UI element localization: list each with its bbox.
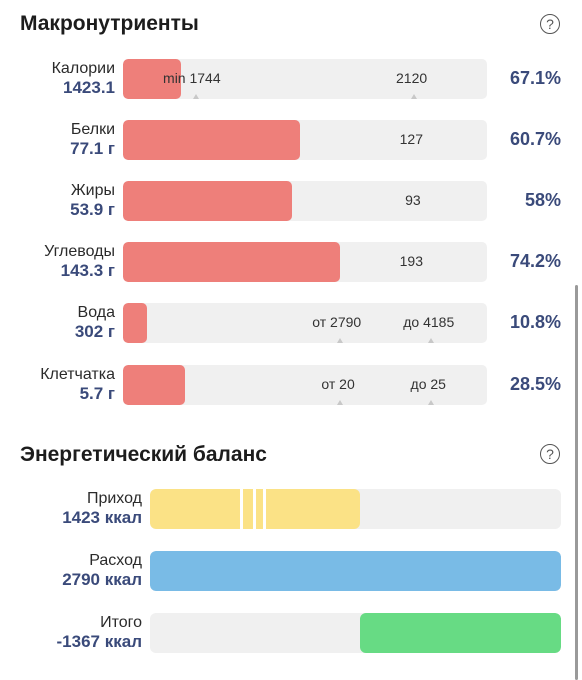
energy-section-title: Энергетический баланс — [20, 443, 267, 466]
macro-percent: 10.8% — [509, 312, 561, 332]
target-marker-label: от 20 — [321, 376, 355, 392]
meal-divider — [252, 489, 256, 529]
macros-help-icon[interactable]: ? — [540, 14, 560, 34]
macro-label: Клетчатка 5.7 г — [40, 365, 115, 404]
macro-progress-fill — [123, 59, 182, 99]
macro-progress-bar: 193 — [123, 242, 487, 282]
scrollbar[interactable] — [575, 285, 578, 680]
macro-percent: 74.2% — [509, 251, 561, 271]
target-tick-icon — [427, 400, 434, 405]
macro-value: 143.3 г — [60, 261, 115, 280]
energy-value: 2790 ккал — [62, 570, 142, 589]
target-tick-icon — [427, 338, 434, 343]
macro-percent: 58% — [524, 190, 561, 210]
energy-bar — [150, 489, 561, 529]
macro-value: 302 г — [74, 322, 115, 341]
macro-label: Белки 77.1 г — [70, 120, 115, 159]
energy-label: Итого -1367 ккал — [57, 613, 142, 652]
target-marker-label: до 25 — [410, 376, 446, 392]
macro-percent: 67.1% — [509, 68, 561, 88]
target-tick-icon — [411, 94, 418, 99]
macro-progress-fill — [123, 120, 300, 160]
target-marker-label: 193 — [399, 253, 423, 269]
target-marker-label: 127 — [399, 131, 423, 147]
macro-label: Вода 302 г — [75, 303, 115, 342]
macros-section-title: Макронутриенты — [20, 12, 199, 35]
macro-name: Клетчатка — [40, 366, 115, 383]
energy-name: Расход — [89, 552, 142, 569]
meal-divider — [263, 489, 267, 529]
macro-progress-bar: min 1744 2120 — [123, 59, 487, 99]
macro-progress-bar: от 2790 до 4185 — [123, 303, 487, 343]
target-marker-label: от 2790 — [312, 314, 362, 330]
energy-name: Итого — [100, 614, 142, 631]
macro-label: Углеводы 143.3 г — [44, 242, 115, 281]
macro-percent: 28.5% — [509, 374, 561, 394]
target-tick-icon — [336, 338, 343, 343]
macro-progress-bar: 93 — [123, 181, 487, 221]
target-tick-icon — [192, 94, 199, 99]
energy-label: Приход 1423 ккал — [62, 489, 142, 528]
macro-progress-fill — [123, 303, 147, 343]
target-marker-label: 2120 — [396, 70, 428, 86]
macro-progress-bar: от 20 до 25 — [123, 365, 487, 405]
macro-progress-fill — [123, 365, 185, 405]
macro-name: Жиры — [70, 182, 115, 199]
target-marker-label: 93 — [405, 192, 421, 208]
macro-label: Калории 1423.1 — [52, 59, 115, 98]
macro-value: 1423.1 — [63, 78, 115, 97]
target-marker-label: min 1744 — [163, 70, 221, 86]
macro-name: Калории — [51, 60, 115, 77]
target-marker-label: до 4185 — [403, 314, 455, 330]
target-tick-icon — [336, 400, 343, 405]
energy-bar-fill — [359, 613, 561, 653]
macro-name: Белки — [70, 121, 115, 138]
macro-value: 5.7 г — [79, 384, 115, 403]
macro-progress-fill — [123, 181, 293, 221]
energy-name: Приход — [86, 490, 142, 507]
macro-name: Углеводы — [44, 243, 115, 260]
energy-bar — [150, 551, 561, 591]
energy-value: -1367 ккал — [56, 632, 142, 651]
macro-percent: 60.7% — [509, 129, 561, 149]
energy-help-icon[interactable]: ? — [540, 444, 560, 464]
meal-divider — [240, 489, 244, 529]
energy-label: Расход 2790 ккал — [62, 551, 142, 590]
macro-value: 77.1 г — [70, 139, 115, 158]
macro-progress-fill — [123, 242, 340, 282]
macro-name: Вода — [77, 304, 115, 321]
energy-bar — [150, 613, 561, 653]
macro-label: Жиры 53.9 г — [70, 181, 115, 220]
macro-value: 53.9 г — [70, 200, 115, 219]
macro-progress-bar: 127 — [123, 120, 487, 160]
energy-bar-fill — [150, 551, 561, 591]
energy-value: 1423 ккал — [62, 508, 142, 527]
